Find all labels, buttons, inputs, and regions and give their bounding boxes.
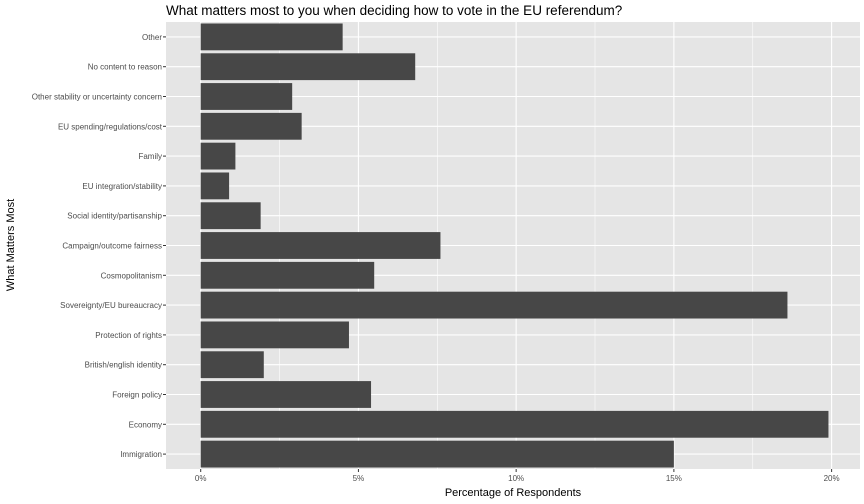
y-tick-label: Protection of rights: [95, 331, 162, 340]
y-tick-label: EU integration/stability: [82, 182, 162, 191]
y-tick-label: No content to reason: [88, 63, 162, 72]
x-tick-label: 10%: [508, 474, 524, 483]
bar: [200, 202, 261, 230]
x-tick-label: 20%: [824, 474, 840, 483]
bar: [200, 232, 441, 259]
y-axis-title: What Matters Most: [5, 199, 17, 291]
y-tick-label: EU spending/regulations/cost: [58, 122, 163, 131]
y-tick-label: Foreign policy: [112, 391, 162, 400]
y-tick-label: Economy: [129, 420, 162, 429]
bar: [200, 410, 829, 438]
y-tick-label: Sovereignty/EU bureaucracy: [60, 301, 162, 310]
y-tick-label: Family: [138, 152, 162, 161]
bar: [200, 83, 293, 110]
bar: [200, 112, 302, 140]
bar: [200, 291, 788, 319]
y-tick-label: British/english identity: [85, 361, 162, 370]
x-tick-label: 5%: [353, 474, 365, 483]
bar: [200, 321, 349, 349]
y-tick-label: Other stability or uncertainty concern: [32, 93, 162, 102]
bar: [200, 23, 343, 51]
bar: [200, 142, 236, 170]
x-axis: 0% 5% 10% 15% 20%: [195, 469, 840, 483]
x-axis-title: Percentage of Respondents: [445, 487, 582, 499]
bar: [200, 261, 375, 289]
y-tick-label: Immigration: [120, 450, 162, 459]
bar: [200, 351, 264, 379]
y-tick-label: Campaign/outcome fairness: [62, 242, 162, 251]
major-gridlines: [166, 22, 860, 469]
y-tick-label: Other: [142, 33, 162, 42]
chart-title: What matters most to you when deciding h…: [166, 3, 622, 18]
y-tick-label: Cosmopolitanism: [101, 271, 163, 280]
y-tick-label: Social identity/partisanship: [67, 212, 162, 221]
bar: [200, 172, 230, 200]
bar: [200, 381, 372, 408]
x-tick-label: 0%: [195, 474, 207, 483]
bar: [200, 53, 416, 81]
bars: [200, 23, 829, 468]
bar: [200, 440, 674, 468]
y-axis: Immigration Economy Foreign policy British/…: [32, 33, 166, 459]
x-tick-label: 15%: [666, 474, 682, 483]
